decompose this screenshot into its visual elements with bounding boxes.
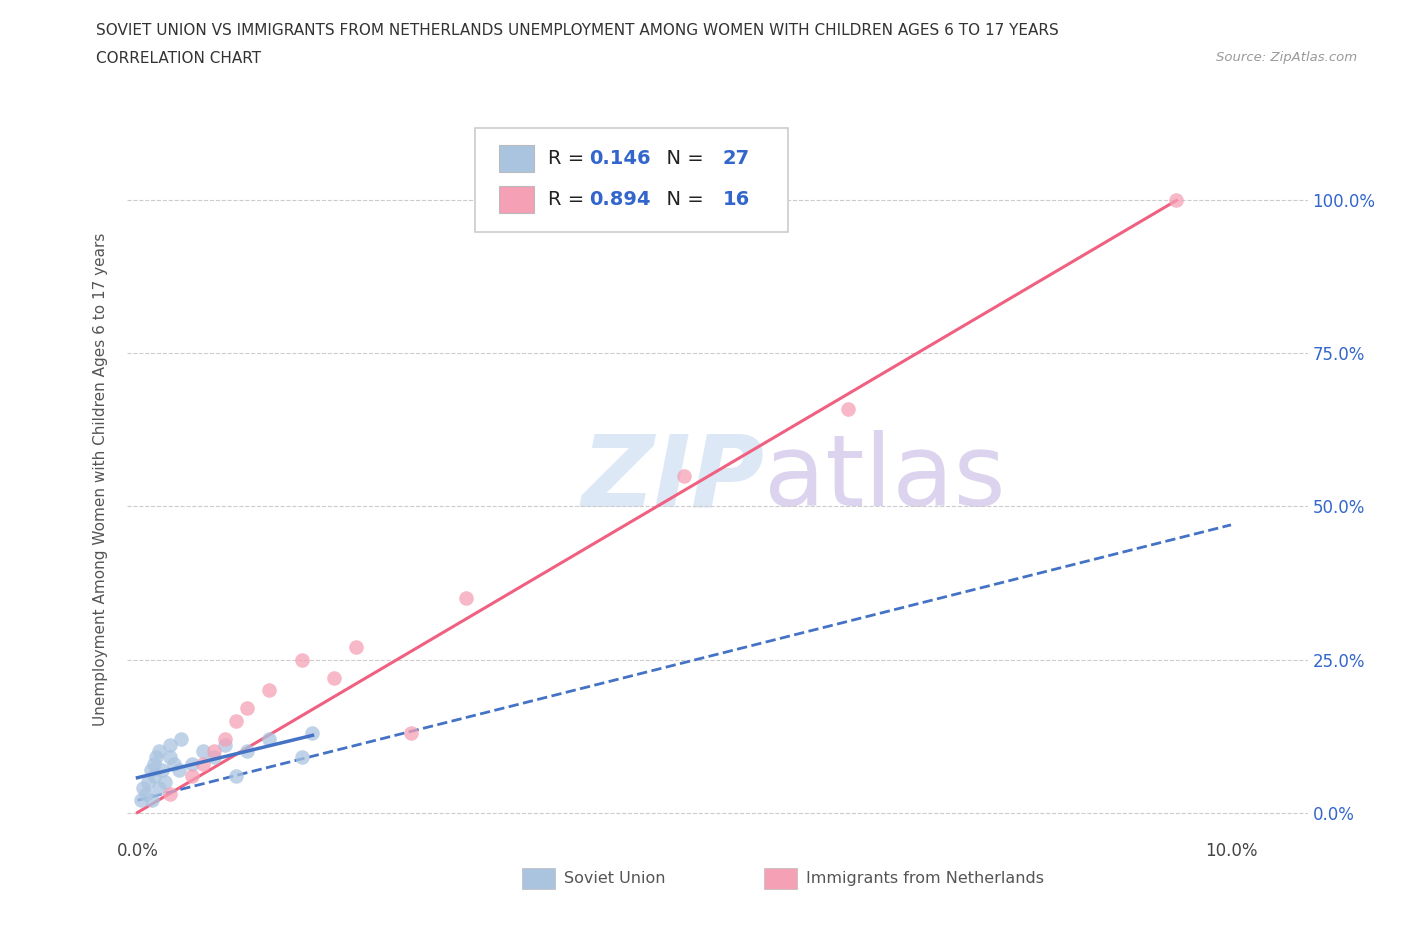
Y-axis label: Unemployment Among Women with Children Ages 6 to 17 years: Unemployment Among Women with Children A… [93, 232, 108, 725]
Point [138, 775, 160, 790]
Point [236, 701, 259, 716]
Bar [522, 868, 555, 889]
Point [191, 756, 214, 771]
Point [162, 756, 184, 771]
Point [225, 768, 247, 783]
Point [214, 737, 236, 752]
Text: Immigrants from Netherlands: Immigrants from Netherlands [806, 871, 1043, 886]
Point [148, 744, 170, 759]
Point [167, 763, 190, 777]
Text: atlas: atlas [765, 431, 1005, 527]
Point [150, 763, 173, 777]
Point [257, 683, 280, 698]
Point [191, 744, 214, 759]
Point [142, 756, 165, 771]
Text: 0.146: 0.146 [589, 150, 651, 168]
Point [181, 768, 204, 783]
Text: SOVIET UNION VS IMMIGRANTS FROM NETHERLANDS UNEMPLOYMENT AMONG WOMEN WITH CHILDR: SOVIET UNION VS IMMIGRANTS FROM NETHERLA… [96, 23, 1059, 38]
Point [837, 401, 859, 416]
Point [323, 671, 346, 685]
Text: N =: N = [654, 190, 710, 209]
Point [399, 725, 422, 740]
Point [290, 750, 312, 764]
Point [214, 732, 236, 747]
Point [202, 750, 225, 764]
Text: ZIP: ZIP [581, 431, 765, 527]
Point [159, 787, 181, 802]
Point [257, 732, 280, 747]
Point [170, 732, 193, 747]
Point [141, 793, 163, 808]
Text: 16: 16 [723, 190, 751, 209]
Point [148, 780, 170, 795]
Point [159, 737, 181, 752]
Text: R =: R = [548, 190, 591, 209]
Point [236, 744, 259, 759]
Point [135, 787, 157, 802]
Point [225, 713, 247, 728]
Point [301, 725, 323, 740]
Point [1166, 193, 1188, 208]
Point [673, 469, 696, 484]
Text: CORRELATION CHART: CORRELATION CHART [96, 51, 260, 66]
FancyBboxPatch shape [475, 128, 787, 232]
Point [344, 640, 367, 655]
Text: R =: R = [548, 150, 591, 168]
Text: Soviet Union: Soviet Union [564, 871, 665, 886]
Point [202, 744, 225, 759]
Bar [765, 868, 797, 889]
Point [159, 750, 181, 764]
Text: N =: N = [654, 150, 710, 168]
Bar [499, 186, 534, 213]
Point [454, 591, 477, 605]
Point [139, 763, 162, 777]
Text: Source: ZipAtlas.com: Source: ZipAtlas.com [1216, 51, 1357, 64]
Text: 27: 27 [723, 150, 749, 168]
Text: 0.894: 0.894 [589, 190, 651, 209]
Point [142, 768, 165, 783]
Bar [499, 145, 534, 172]
Point [153, 775, 176, 790]
Point [132, 780, 155, 795]
Point [145, 750, 167, 764]
Point [290, 652, 312, 667]
Point [181, 756, 204, 771]
Point [129, 793, 152, 808]
